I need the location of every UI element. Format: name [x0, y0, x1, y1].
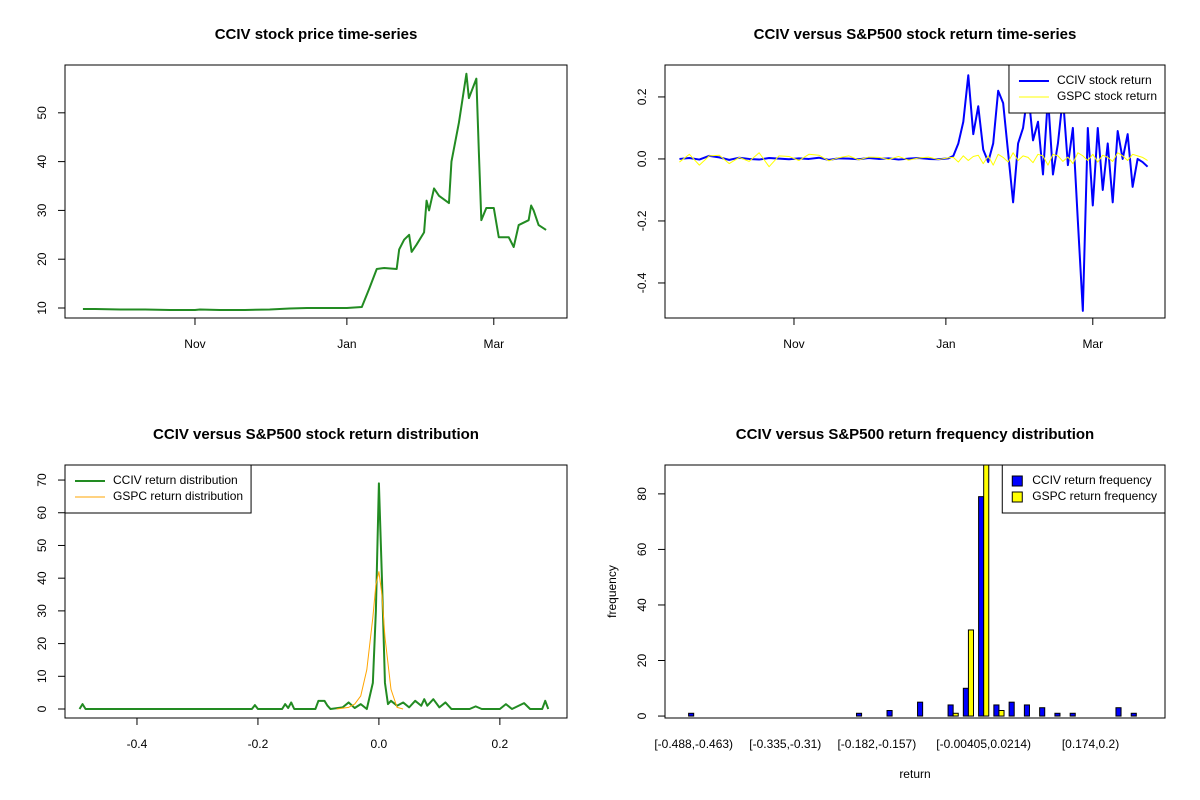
legend-label: GSPC return distribution	[113, 489, 243, 503]
legend-label: CCIV stock return	[1057, 73, 1152, 87]
bar	[1008, 701, 1015, 717]
y-tick-label: 0.0	[635, 150, 649, 167]
bar	[1023, 704, 1030, 717]
y-tick-label: 50	[35, 538, 49, 552]
legend: CCIV stock return GSPC stock return	[1008, 64, 1166, 114]
x-tick-label: [-0.00405,0.0214)	[936, 737, 1031, 751]
y-tick-label: 60	[635, 542, 649, 556]
y-axis-label: frequency	[605, 565, 619, 618]
plot-frame	[64, 64, 568, 319]
x-tick-label: Jan	[337, 337, 356, 351]
bar	[983, 465, 990, 717]
x-tick-label: Jan	[936, 337, 955, 351]
chart-title: CCIV stock price time-series	[215, 26, 418, 43]
legend-swatch	[1011, 491, 1023, 503]
y-tick-label: 20	[635, 654, 649, 668]
bar	[962, 687, 969, 717]
y-tick-label: 60	[35, 506, 49, 520]
bar	[967, 629, 975, 717]
y-tick-label: 80	[635, 487, 649, 501]
chart-title: CCIV versus S&P500 return frequency dist…	[736, 426, 1094, 443]
legend-box	[64, 464, 252, 514]
plot-frame	[664, 464, 1166, 719]
bar	[1054, 712, 1061, 717]
y-tick-label: 20	[35, 637, 49, 651]
y-tick-label: 10	[35, 669, 49, 683]
series-line	[679, 152, 1148, 168]
y-tick-label: 0	[635, 712, 649, 719]
y-tick-label: 40	[35, 571, 49, 585]
y-tick-label: -0.4	[635, 272, 649, 293]
bar	[993, 704, 1000, 717]
x-tick-label: 0.0	[371, 737, 388, 751]
x-tick-label: [-0.335,-0.31)	[749, 737, 821, 751]
x-tick-label: [0.174,0.2)	[1062, 737, 1119, 751]
legend: CCIV return frequency GSPC return frequen…	[1001, 464, 1166, 514]
y-tick-label: 0.2	[635, 88, 649, 105]
x-tick-label: Nov	[184, 337, 205, 351]
bar	[998, 710, 1005, 717]
y-tick-label: 40	[35, 155, 49, 169]
bar	[1039, 707, 1046, 717]
chart-title: CCIV versus S&P500 stock return distribu…	[153, 426, 479, 443]
bar	[952, 712, 959, 717]
bar	[917, 701, 924, 717]
x-tick-label: [-0.488,-0.463)	[654, 737, 733, 751]
bar	[947, 704, 954, 717]
plot-frame	[64, 464, 568, 719]
y-tick-label: 20	[35, 252, 49, 266]
x-tick-label: Mar	[483, 337, 504, 351]
x-tick-label: Nov	[783, 337, 804, 351]
legend-label: GSPC return frequency	[1032, 489, 1157, 503]
legend-swatch	[1011, 475, 1023, 487]
bar	[1130, 712, 1137, 717]
legend-label: CCIV return frequency	[1032, 473, 1151, 487]
legend-box	[1008, 64, 1166, 114]
series-line	[78, 482, 550, 711]
x-tick-label: Mar	[1082, 337, 1103, 351]
x-tick-label: 0.2	[492, 737, 509, 751]
series-line	[336, 571, 404, 710]
plot-frame	[664, 64, 1166, 319]
plot-area	[78, 482, 550, 711]
y-tick-label: 40	[635, 598, 649, 612]
bar	[978, 496, 985, 717]
y-tick-label: 10	[35, 301, 49, 315]
y-tick-label: 50	[35, 106, 49, 120]
y-tick-label: 70	[35, 473, 49, 487]
y-tick-label: -0.2	[635, 210, 649, 231]
y-tick-label: 0	[35, 705, 49, 712]
legend-label: CCIV return distribution	[113, 473, 238, 487]
bar	[1115, 707, 1122, 717]
plot-area	[688, 465, 1137, 717]
y-tick-label: 30	[35, 604, 49, 618]
y-tick-label: 30	[35, 203, 49, 217]
bar	[688, 712, 695, 717]
chart-title: CCIV versus S&P500 stock return time-ser…	[754, 26, 1077, 43]
x-axis-label: return	[899, 767, 930, 781]
series-line	[679, 74, 1149, 312]
plot-area	[679, 74, 1149, 312]
series-line	[82, 72, 547, 311]
legend-box	[1001, 464, 1166, 514]
x-tick-label: [-0.182,-0.157)	[837, 737, 916, 751]
bar	[855, 712, 863, 717]
legend-label: GSPC stock return	[1057, 89, 1157, 103]
x-tick-label: -0.2	[248, 737, 269, 751]
legend: CCIV return distribution GSPC return dist…	[64, 464, 252, 514]
x-tick-label: -0.4	[127, 737, 148, 751]
bar	[1069, 712, 1076, 717]
bar	[886, 710, 893, 717]
plot-area	[82, 72, 547, 311]
